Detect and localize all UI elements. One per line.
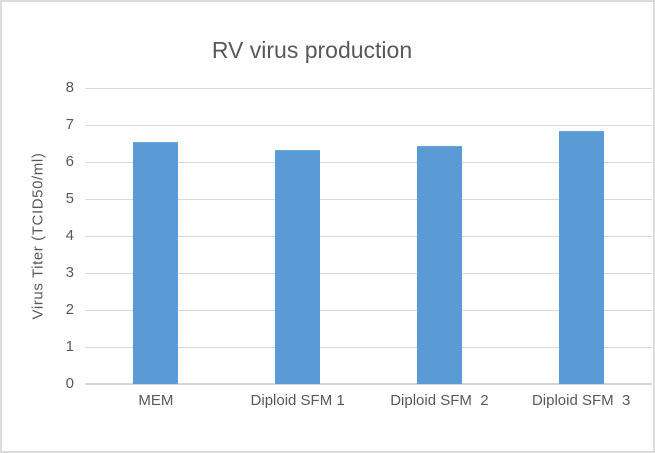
gridline bbox=[85, 88, 652, 89]
chart-title: RV virus production bbox=[211, 37, 413, 63]
y-tick-label: 5 bbox=[65, 190, 74, 207]
x-tick-label: Diploid SFM 3 bbox=[531, 392, 631, 409]
y-tick-label: 4 bbox=[65, 227, 74, 244]
y-tick-label: 8 bbox=[65, 79, 74, 96]
x-tick-label: Diploid SFM 2 bbox=[390, 392, 489, 409]
gridline bbox=[85, 383, 652, 385]
y-tick-label: 3 bbox=[65, 264, 74, 281]
gridline bbox=[85, 162, 652, 163]
x-tick-label: MEM bbox=[138, 392, 174, 409]
bar-diploid-sfm-2 bbox=[416, 146, 462, 384]
gridline bbox=[85, 310, 652, 311]
gridline bbox=[85, 199, 652, 200]
y-tick-label: 1 bbox=[65, 338, 74, 355]
y-tick-label: 7 bbox=[65, 116, 74, 133]
gridline bbox=[85, 125, 652, 126]
gridline bbox=[85, 273, 652, 274]
x-tick-label: Diploid SFM 1 bbox=[250, 392, 345, 409]
bar-diploid-sfm-3 bbox=[558, 131, 604, 384]
bar-mem bbox=[133, 142, 179, 384]
gridline bbox=[85, 236, 652, 237]
plot-area bbox=[85, 88, 652, 385]
y-tick-label: 6 bbox=[65, 153, 74, 170]
gridline bbox=[85, 347, 652, 348]
bar-diploid-sfm-1 bbox=[275, 150, 321, 384]
y-tick-label: 2 bbox=[65, 301, 74, 318]
y-tick-label: 0 bbox=[65, 375, 74, 392]
